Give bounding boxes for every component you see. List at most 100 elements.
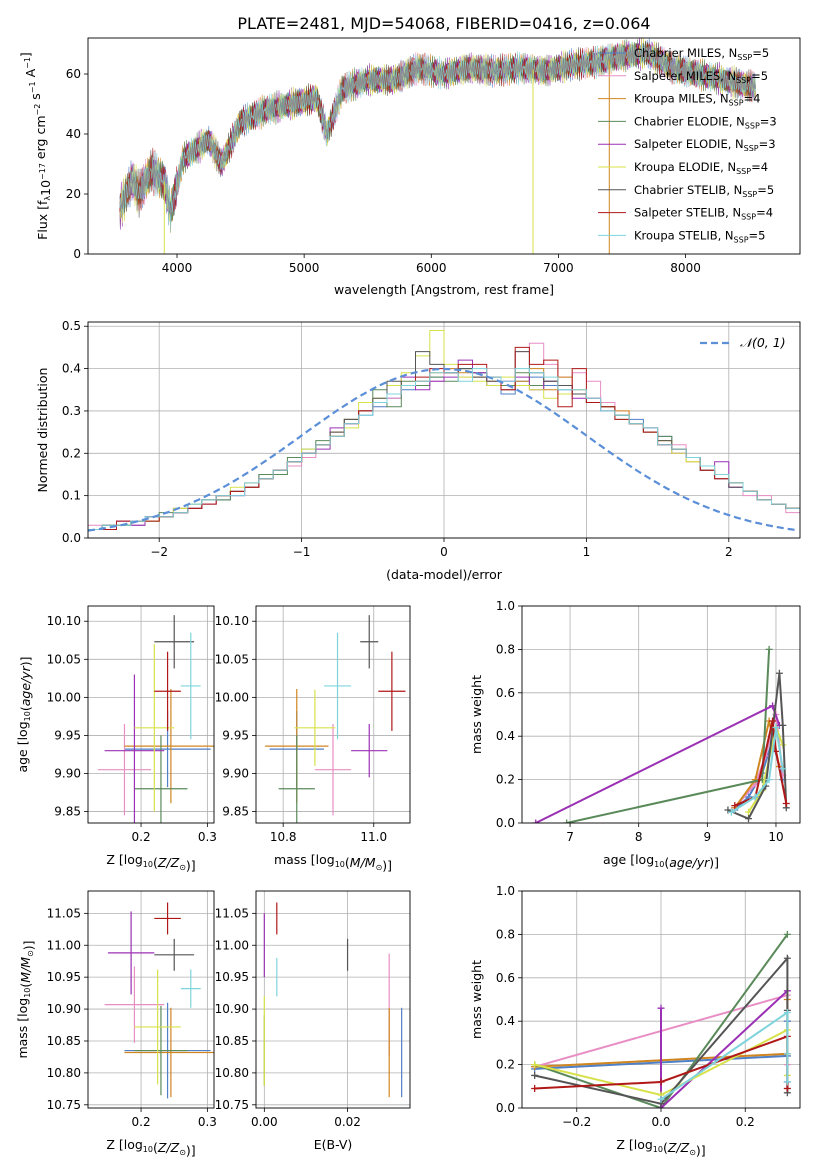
grid bbox=[88, 606, 214, 823]
x-axis-label: (data-model)/error bbox=[386, 567, 503, 582]
weight-marker bbox=[531, 1061, 539, 1069]
histogram-step bbox=[88, 368, 800, 530]
legend-label: Salpeter STELIB, NSSP=4 bbox=[634, 206, 773, 222]
y-tick-label: 0.3 bbox=[62, 404, 81, 418]
error-point bbox=[154, 902, 181, 935]
x-tick-label: 7 bbox=[566, 830, 574, 844]
y-tick-label: 10.95 bbox=[215, 970, 249, 984]
weight-marker bbox=[657, 1095, 665, 1103]
y-tick-label: 0.6 bbox=[496, 686, 515, 700]
histogram-step bbox=[88, 368, 800, 530]
y-tick-label: 10.80 bbox=[215, 1066, 249, 1080]
weight-marker bbox=[657, 1004, 665, 1012]
x-tick-label: 5000 bbox=[289, 261, 320, 275]
y-tick-label: 9.85 bbox=[54, 805, 81, 819]
y-tick-label: 9.90 bbox=[54, 767, 81, 781]
x-axis-label: Z [log10(Z/Z⊙)] bbox=[106, 1137, 195, 1158]
error-point bbox=[134, 644, 175, 812]
weight-marker bbox=[775, 669, 783, 677]
weight-marker bbox=[782, 799, 790, 807]
plot-area bbox=[532, 645, 790, 823]
weight-marker bbox=[657, 1078, 665, 1086]
x-tick-label: −2 bbox=[150, 545, 168, 559]
y-axis-label: mass [log10(M/M⊙)] bbox=[15, 940, 36, 1058]
y-tick-label: 10.10 bbox=[47, 614, 81, 628]
y-tick-label: 10.05 bbox=[47, 652, 81, 666]
legend-label: Chabrier ELODIE, NSSP=3 bbox=[634, 114, 777, 130]
y-tick-label: 10.80 bbox=[47, 1066, 81, 1080]
axes-frame bbox=[255, 890, 411, 1109]
weight-marker bbox=[751, 793, 759, 801]
y-tick-label: 10.75 bbox=[47, 1098, 81, 1112]
y-tick-label: 0.4 bbox=[496, 729, 515, 743]
error-point bbox=[107, 911, 155, 995]
plot-area bbox=[119, 38, 756, 254]
normal-curve bbox=[88, 367, 798, 532]
y-tick-label: 1.0 bbox=[496, 884, 515, 898]
weight-line bbox=[660, 1010, 789, 1101]
legend: Chabrier MILES, NSSP=5 Salpeter MILES, NS… bbox=[598, 46, 777, 244]
x-tick-label: 10.8 bbox=[270, 830, 297, 844]
weight-marker bbox=[772, 724, 780, 732]
axes-frame bbox=[521, 890, 801, 1109]
legend-label: Kroupa MILES, NSSP=4 bbox=[634, 92, 760, 108]
x-tick-label: 1 bbox=[583, 545, 591, 559]
histogram-step bbox=[88, 346, 800, 530]
panel-spectrum: 4000 5000 6000 7000 8000 0 20 40 60 Chabrier MILE… bbox=[18, 37, 801, 297]
x-axis-label: wavelength [Angstrom, rest frame] bbox=[334, 282, 554, 297]
error-point bbox=[278, 735, 315, 823]
weight-series bbox=[657, 1009, 791, 1103]
legend-label: Salpeter ELODIE, NSSP=3 bbox=[634, 137, 776, 153]
legend-label: Chabrier STELIB, NSSP=5 bbox=[634, 183, 774, 199]
panel-age-vs-Z: 0.2 0.3 9.85 9.90 9.95 10.00 10.05 10.10 Z [log1… bbox=[15, 605, 217, 873]
error-point bbox=[104, 966, 165, 1043]
plot-area bbox=[97, 615, 214, 823]
axes-frame bbox=[87, 605, 215, 824]
x-tick-label: 10 bbox=[768, 830, 783, 844]
y-tick-label: 11.05 bbox=[215, 906, 249, 920]
grid bbox=[522, 605, 800, 824]
y-tick-label: 0.4 bbox=[62, 362, 81, 376]
axes-frame bbox=[521, 605, 801, 824]
axes-frame bbox=[87, 37, 801, 255]
weight-marker bbox=[532, 819, 540, 823]
weight-marker bbox=[783, 1078, 791, 1086]
error-point bbox=[323, 632, 352, 740]
x-axis-label: Z [log10(Z/Z⊙)] bbox=[616, 1137, 705, 1158]
y-tick-label: 60 bbox=[66, 67, 81, 81]
panel-residuals: −2 −1 0 1 2 0.0 0.1 0.2 0.3 0.4 0.5 𝒩(0, 1) (data-mo… bbox=[35, 319, 801, 582]
y-tick-label: 11.00 bbox=[215, 938, 249, 952]
y-tick-label: 11.05 bbox=[47, 906, 81, 920]
weight-line bbox=[534, 933, 789, 1108]
weight-marker bbox=[779, 765, 787, 773]
legend-label: Salpeter MILES, NSSP=5 bbox=[634, 69, 768, 85]
weight-line bbox=[660, 990, 789, 1108]
y-tick-label: 1.0 bbox=[496, 599, 515, 613]
weight-marker bbox=[783, 1084, 791, 1092]
x-tick-label: 7000 bbox=[543, 261, 574, 275]
y-tick-label: 0.2 bbox=[496, 1058, 515, 1072]
y-tick-label: 10.85 bbox=[215, 1034, 249, 1048]
y-tick-label: 10.95 bbox=[47, 970, 81, 984]
weight-marker bbox=[783, 954, 791, 962]
x-tick-label: 11.0 bbox=[360, 830, 387, 844]
x-axis-label: Z [log10(Z/Z⊙)] bbox=[106, 852, 195, 873]
error-point bbox=[134, 735, 188, 823]
weight-marker bbox=[563, 819, 571, 823]
weight-marker bbox=[765, 645, 773, 653]
x-axis-label: mass [log10(M/M⊙)] bbox=[274, 852, 392, 873]
error-point bbox=[134, 1005, 188, 1096]
plot-area bbox=[88, 330, 800, 532]
x-tick-label: 8000 bbox=[670, 261, 701, 275]
x-tick-label: 2 bbox=[725, 545, 733, 559]
legend-label: Kroupa ELODIE, NSSP=4 bbox=[634, 160, 768, 176]
x-axis-label: age [log10(age/yr)] bbox=[603, 852, 719, 870]
x-axis-label: E(B-V) bbox=[314, 1137, 353, 1152]
weight-marker bbox=[765, 776, 773, 784]
x-tick-label: 0.2 bbox=[132, 1115, 151, 1129]
y-tick-label: 0.0 bbox=[496, 1101, 515, 1115]
panel-mass-vs-EBV: 0.00 0.02 10.75 10.80 10.85 10.90 10.95 11.00 11… bbox=[215, 890, 411, 1152]
legend-label: 𝒩(0, 1) bbox=[740, 335, 786, 350]
weight-marker bbox=[731, 802, 739, 810]
